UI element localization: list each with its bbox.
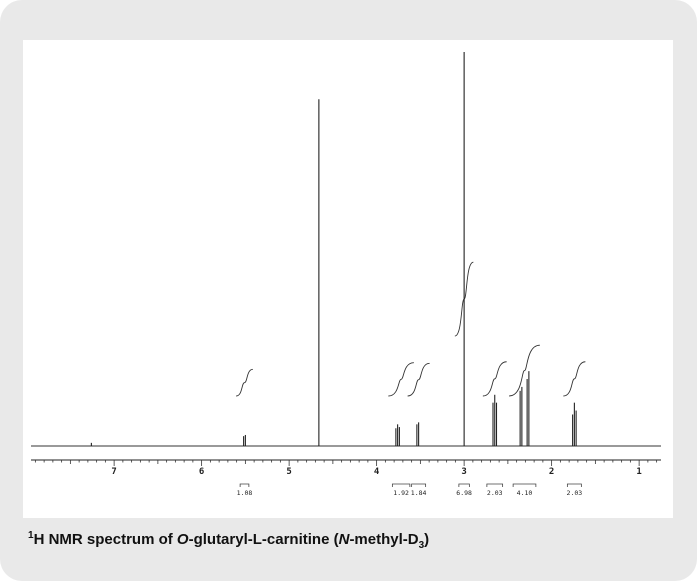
caption-subscript: 3 (418, 540, 425, 551)
caption-text-1: H NMR spectrum of (33, 531, 177, 548)
x-tick-label: 3 (461, 467, 466, 477)
integral-curve (407, 362, 430, 397)
nmr-spectrum-panel: 7 6 5 4 3 2 1 1.08 1.92 1.84 6.98 2.03 4.10 2.03 (23, 40, 673, 518)
integral-curve (236, 368, 253, 397)
caption-italic-n: N (338, 531, 350, 548)
integral-bracket (512, 483, 537, 487)
integral-value-labels: 1.08 1.92 1.84 6.98 2.03 4.10 2.03 (237, 483, 583, 497)
integral-curve (388, 362, 414, 397)
x-axis: 7 6 5 4 3 2 1 (31, 459, 661, 477)
integral-bracket (566, 483, 582, 487)
integral-bracket (486, 483, 504, 487)
caption-text-2: -glutaryl-L-carnitine ( (188, 531, 339, 548)
integral-value-label: 1.08 (237, 489, 253, 497)
integral-value-label: 2.03 (567, 489, 583, 497)
x-tick-label: 7 (111, 467, 116, 477)
integral-bracket (458, 483, 470, 487)
caption-text-4: ) (424, 531, 430, 548)
figure-caption: 1H NMR spectrum of O-glutaryl-L-carnitin… (28, 530, 429, 551)
integral-bracket (239, 483, 250, 487)
x-tick-label: 1 (636, 467, 641, 477)
integral-bracket (391, 483, 411, 487)
x-tick-label: 6 (199, 467, 204, 477)
spectrum-trace-group (31, 52, 661, 447)
integral-value-label: 1.84 (411, 489, 427, 497)
integral-curve (509, 344, 540, 397)
integral-value-label: 1.92 (393, 489, 409, 497)
integral-curves (236, 261, 586, 397)
integral-value-label: 6.98 (456, 489, 472, 497)
integral-value-label: 4.10 (517, 489, 533, 497)
x-tick-label: 4 (374, 467, 380, 477)
x-tick-label: 2 (549, 467, 554, 477)
integral-bracket (411, 483, 427, 487)
integral-curve (482, 361, 507, 397)
caption-italic-o: O (176, 531, 189, 548)
integral-value-label: 2.03 (487, 489, 503, 497)
nmr-spectrum-chart: 7 6 5 4 3 2 1 1.08 1.92 1.84 6.98 2.03 4.10 2.03 (31, 52, 661, 497)
caption-superscript: 1 (28, 530, 34, 541)
x-tick-label: 5 (286, 467, 291, 477)
integral-curve (563, 361, 586, 397)
caption-text-3: -methyl-D (349, 531, 419, 548)
